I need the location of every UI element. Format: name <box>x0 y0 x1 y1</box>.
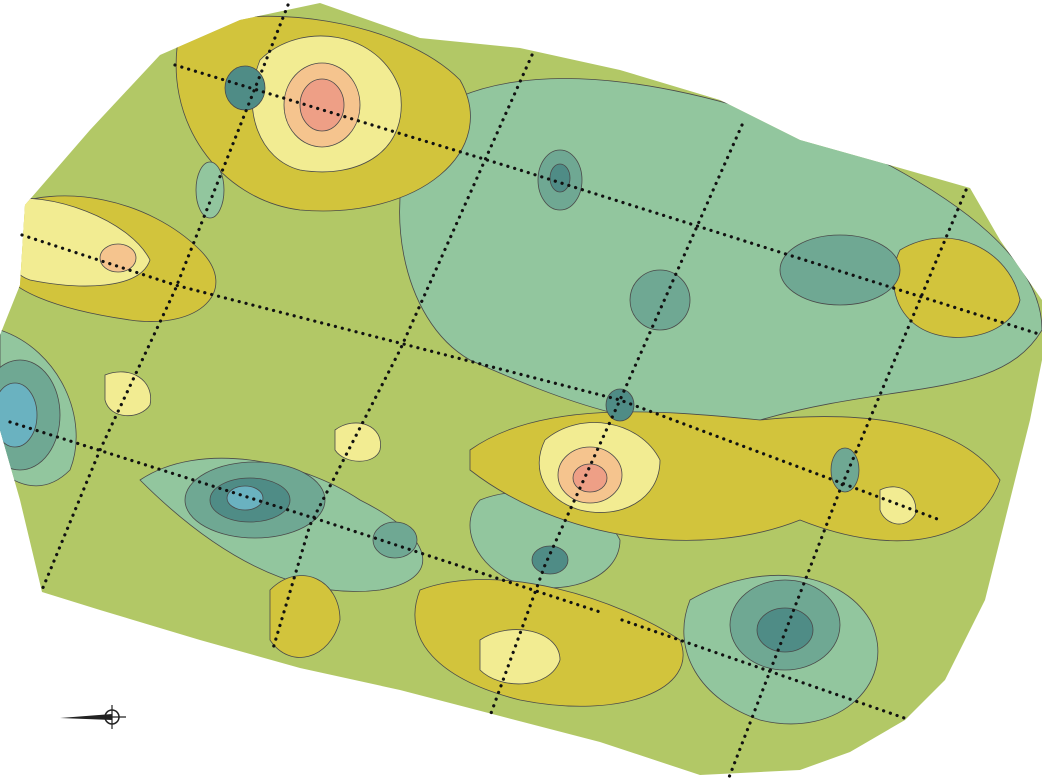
survey-line <box>488 123 744 718</box>
survey-line <box>8 420 602 614</box>
survey-line <box>173 63 1042 337</box>
trough <box>605 388 635 422</box>
survey-lines <box>8 3 1042 782</box>
trough <box>549 163 571 193</box>
trough <box>372 521 418 559</box>
north-arrow <box>60 705 126 729</box>
light-zone <box>104 371 152 417</box>
survey-line <box>20 233 942 522</box>
light-zone <box>879 486 917 525</box>
light-zone <box>479 629 561 685</box>
light-zone <box>334 422 381 462</box>
yellow-zone <box>893 237 1021 338</box>
trough <box>629 269 691 331</box>
trough <box>830 447 860 493</box>
survey-line <box>726 188 968 782</box>
trough <box>195 161 225 219</box>
trough <box>226 485 264 511</box>
yellow-zone <box>269 575 341 658</box>
peak <box>572 463 608 493</box>
peak <box>299 78 345 132</box>
peak <box>99 243 137 273</box>
trough <box>0 382 38 448</box>
survey-line <box>620 618 912 722</box>
trough <box>224 65 266 111</box>
trough <box>531 545 569 575</box>
